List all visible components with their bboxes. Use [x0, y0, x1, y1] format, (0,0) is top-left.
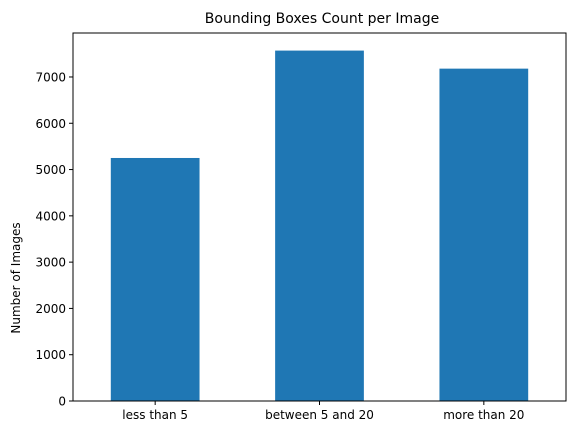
x-axis: less than 5 between 5 and 20 more than 20 [122, 401, 524, 422]
y-tick-label: 4000 [35, 209, 66, 223]
y-tick-label: 7000 [35, 70, 66, 84]
bar-2 [439, 68, 529, 401]
bar-0 [110, 157, 200, 401]
y-tick-label: 5000 [35, 163, 66, 177]
y-tick-label: 2000 [35, 302, 66, 316]
y-tick-label: 3000 [35, 256, 66, 270]
x-tick-label: less than 5 [122, 408, 188, 422]
bar-1 [275, 50, 364, 402]
plot-frame [72, 32, 567, 402]
bars-layer [110, 50, 529, 402]
y-tick-label: 6000 [35, 117, 66, 131]
chart-title: Bounding Boxes Count per Image [205, 11, 439, 27]
y-axis-title: Number of Images [9, 222, 23, 333]
y-tick-label: 1000 [35, 348, 66, 362]
y-tick-label: 0 [58, 395, 66, 409]
x-tick-label: more than 20 [443, 408, 524, 422]
y-axis: 0 1000 2000 3000 4000 5000 6000 7000 [35, 70, 73, 409]
x-tick-label: between 5 and 20 [265, 408, 374, 422]
